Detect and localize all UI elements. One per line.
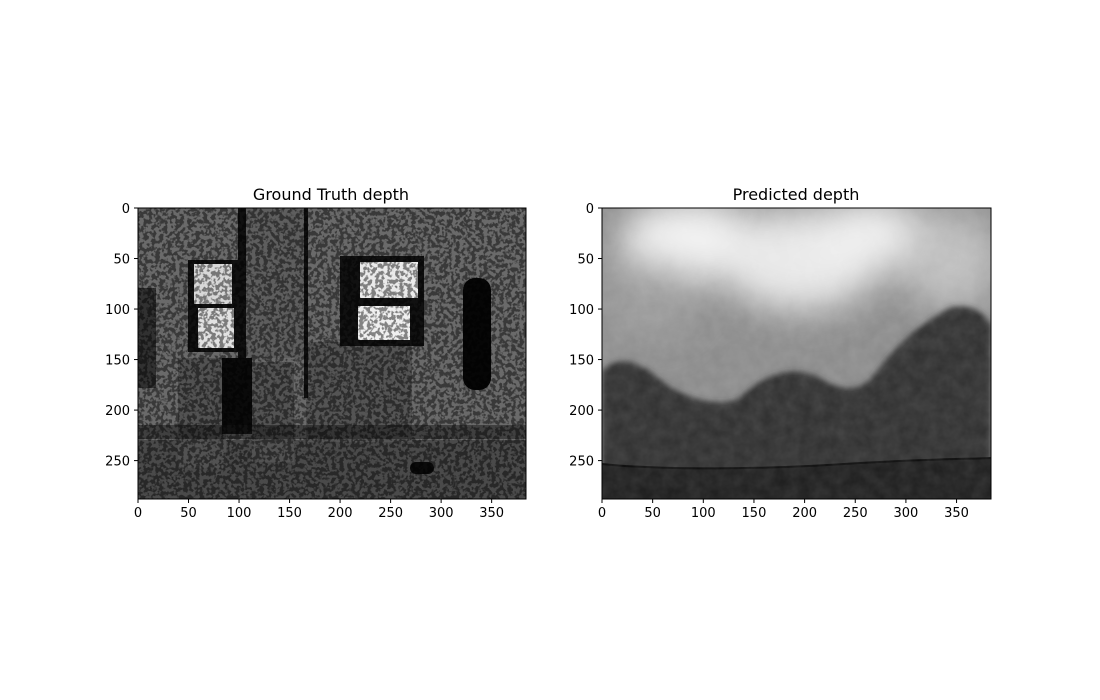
- ground-truth-y-tick-label: 50: [113, 253, 130, 268]
- predicted-x-tick-label: 250: [843, 506, 868, 521]
- predicted-y-tick-label: 150: [569, 354, 594, 369]
- ground-truth-image: [138, 208, 526, 499]
- ground-truth-y-tick-label: 0: [122, 202, 130, 217]
- ground-truth-x-tick-label: 250: [378, 506, 403, 521]
- predicted-x-tick-label: 100: [691, 506, 716, 521]
- predicted-x-axis: 0 50 100 150 200 250 300 350: [598, 499, 969, 521]
- ground-truth-panel: Ground Truth depth: [105, 185, 527, 521]
- predicted-x-tick-label: 350: [944, 506, 969, 521]
- ground-truth-x-axis: 0 50 100 150 200 250 300 350: [134, 499, 504, 521]
- ground-truth-x-tick-label: 50: [180, 506, 197, 521]
- ground-truth-y-tick-label: 150: [105, 354, 130, 369]
- ground-truth-y-axis: 0 50 100 150 200 250: [105, 202, 138, 470]
- predicted-panel: Predicted depth 0 50 100 150 200 250 300 350 0 5…: [569, 185, 992, 521]
- ground-truth-title: Ground Truth depth: [253, 185, 409, 204]
- predicted-x-tick-label: 50: [644, 506, 661, 521]
- predicted-image: [602, 208, 991, 499]
- ground-truth-x-tick-label: 200: [328, 506, 353, 521]
- predicted-x-tick-label: 0: [598, 506, 606, 521]
- predicted-x-tick-label: 300: [893, 506, 918, 521]
- predicted-y-axis: 0 50 100 150 200 250: [569, 202, 602, 470]
- ground-truth-y-tick-label: 100: [105, 303, 130, 318]
- ground-truth-y-tick-label: 250: [105, 455, 130, 470]
- ground-truth-x-tick-label: 150: [277, 506, 302, 521]
- predicted-x-tick-label: 200: [792, 506, 817, 521]
- ground-truth-x-tick-label: 300: [429, 506, 454, 521]
- predicted-y-tick-label: 0: [586, 202, 594, 217]
- predicted-title: Predicted depth: [733, 185, 860, 204]
- ground-truth-frame: [137, 207, 527, 500]
- ground-truth-y-tick-label: 200: [105, 404, 130, 419]
- predicted-x-tick-label: 150: [742, 506, 767, 521]
- predicted-frame: [601, 207, 992, 500]
- ground-truth-x-tick-label: 350: [479, 506, 504, 521]
- predicted-y-tick-label: 200: [569, 404, 594, 419]
- predicted-y-tick-label: 100: [569, 303, 594, 318]
- ground-truth-x-tick-label: 0: [134, 506, 142, 521]
- predicted-y-tick-label: 50: [577, 253, 594, 268]
- ground-truth-x-tick-label: 100: [227, 506, 252, 521]
- predicted-y-tick-label: 250: [569, 455, 594, 470]
